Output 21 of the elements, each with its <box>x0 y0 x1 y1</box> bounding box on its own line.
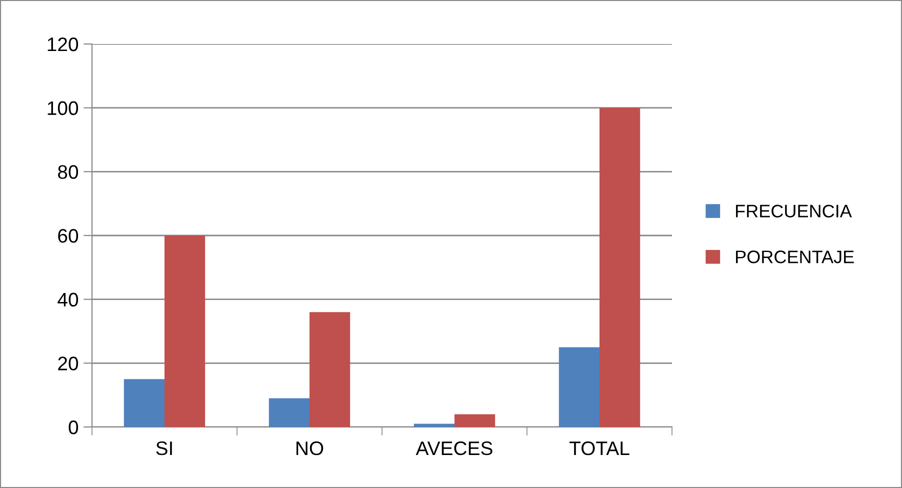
legend-label: PORCENTAJE <box>736 250 854 264</box>
x-tick-label: TOTAL <box>569 441 630 456</box>
x-tick-label: NO <box>296 441 324 456</box>
bar <box>600 108 640 427</box>
bar <box>558 347 600 427</box>
bar <box>310 312 350 427</box>
y-tick-label: 100 <box>48 101 78 116</box>
y-tick-label: 40 <box>58 292 78 307</box>
y-tick-label: 20 <box>58 356 78 370</box>
bar <box>124 379 164 427</box>
y-tick-label: 60 <box>58 228 78 243</box>
y-tick-label: 80 <box>58 165 78 179</box>
bar <box>454 414 496 427</box>
x-tick-label: SI <box>156 441 172 456</box>
y-tick-label: 120 <box>48 37 78 52</box>
legend-label: FRECUENCIA <box>736 204 852 218</box>
bar <box>268 398 310 427</box>
y-tick-label: 0 <box>68 420 78 434</box>
x-tick-label: AVECES <box>416 441 492 456</box>
bar <box>164 236 206 427</box>
bar <box>414 424 454 427</box>
